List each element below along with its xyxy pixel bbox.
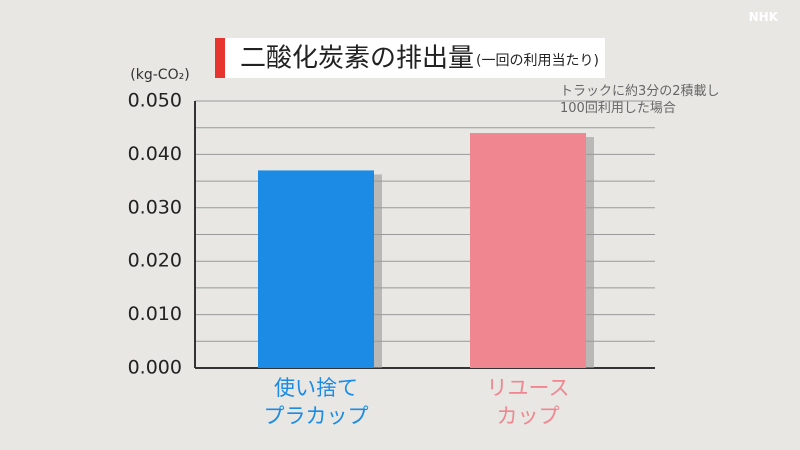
bar (258, 170, 374, 368)
y-tick-label: 0.010 (128, 303, 182, 325)
y-tick-label: 0.030 (128, 196, 182, 218)
y-axis-label: (kg-CO₂) (130, 67, 189, 83)
x-tick-label: リユース カップ (486, 376, 570, 428)
chart-title: 二酸化炭素の排出量 (240, 44, 474, 74)
bar (470, 133, 586, 368)
chart-subtitle: (一回の利用当たり) (476, 53, 599, 69)
y-tick-label: 0.020 (128, 250, 182, 272)
y-tick-label: 0.040 (128, 143, 182, 165)
y-tick-label: 0.000 (128, 357, 182, 379)
title-box (215, 38, 605, 78)
annotation: トラックに約3分の2積載し 100回利用した場合 (560, 84, 720, 116)
watermark: NHK (748, 10, 778, 24)
title-accent (215, 38, 225, 78)
y-tick-label: 0.050 (128, 90, 182, 112)
x-tick-label: 使い捨て プラカップ (263, 376, 369, 428)
